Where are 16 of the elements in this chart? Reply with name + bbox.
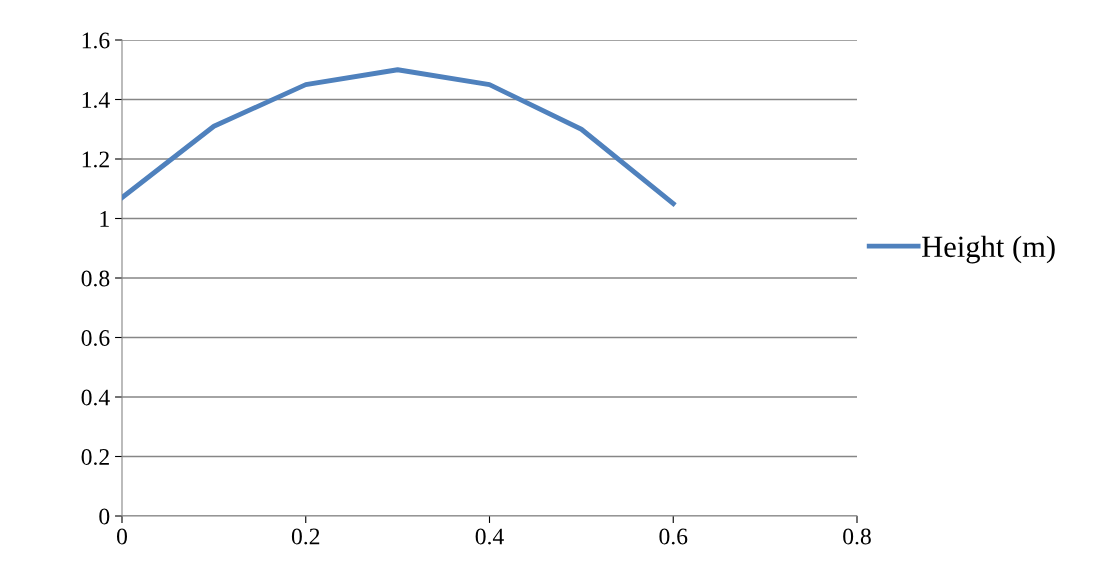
y-tick-label: 0.8	[81, 270, 110, 287]
y-tick-label: 1.6	[82, 32, 110, 49]
x-tick-label: 0.6	[659, 528, 688, 545]
y-tick-label: 0.6	[81, 329, 110, 347]
x-tick-label: 0.8	[843, 528, 871, 545]
y-tick-label: 0	[99, 508, 110, 525]
legend-label: Height (m)	[922, 235, 1055, 264]
y-tick-label: 0.4	[81, 389, 110, 406]
line-series	[122, 67, 676, 207]
x-tick-label: 0.2	[291, 528, 320, 545]
y-tick-label: 0.2	[81, 448, 109, 466]
x-tick-label: 0.4	[475, 528, 504, 545]
x-tick-label: 0	[117, 528, 127, 545]
y-tick-label: 1	[100, 211, 109, 227]
y-tick-label: 1.2	[82, 151, 109, 168]
y-tick-label: 1.4	[82, 92, 110, 109]
